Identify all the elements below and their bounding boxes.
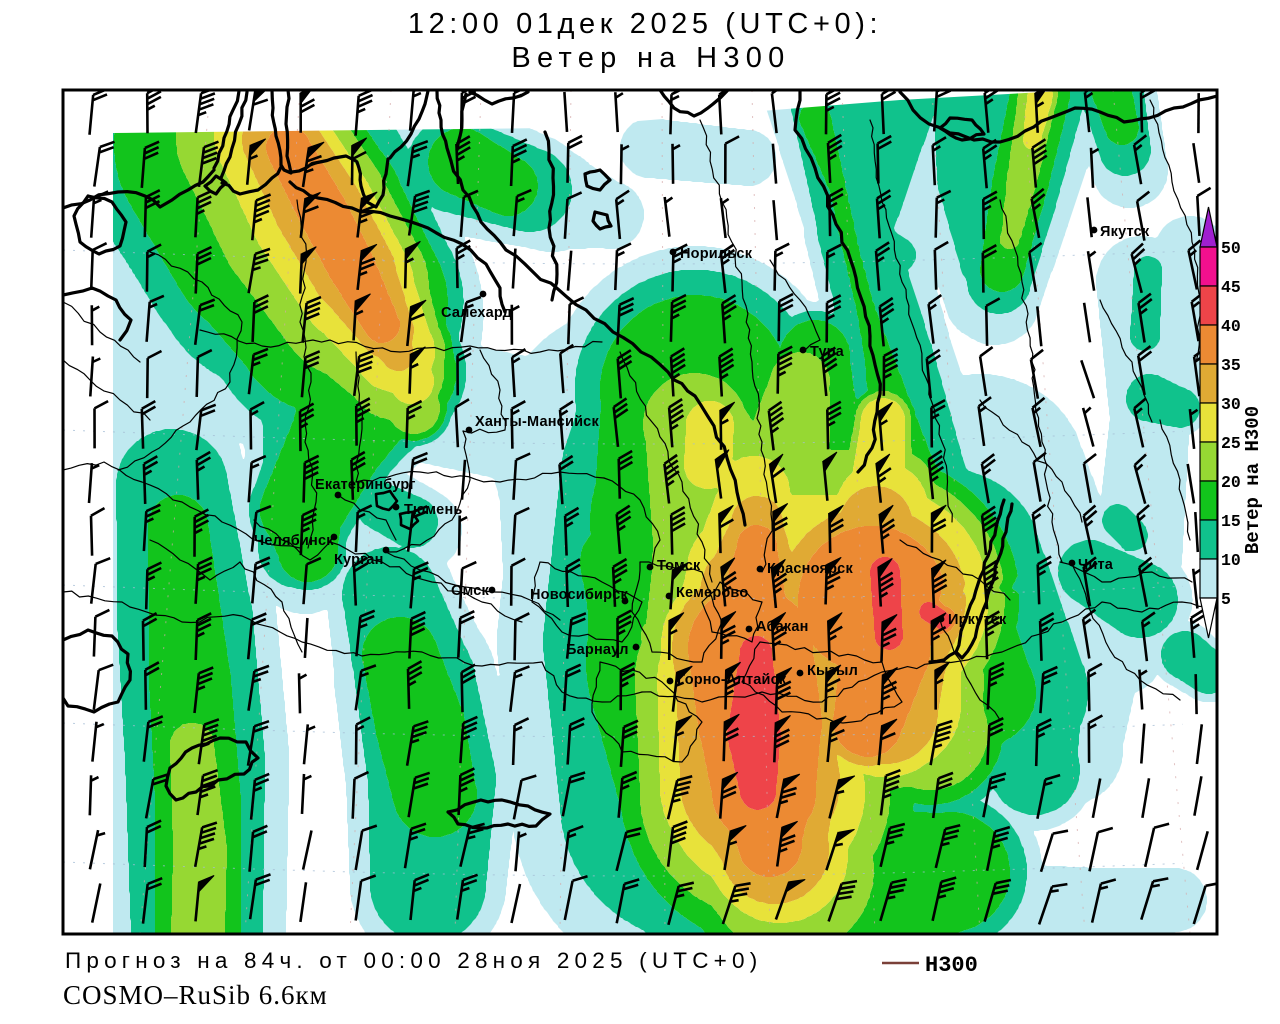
svg-text:35: 35 <box>1221 356 1241 375</box>
svg-text:Ветер на H300: Ветер на H300 <box>511 42 790 74</box>
svg-text:50: 50 <box>1221 239 1241 258</box>
svg-text:Кызыл: Кызыл <box>807 663 858 679</box>
svg-text:Ханты-Мансийск: Ханты-Мансийск <box>475 414 599 430</box>
svg-text:20: 20 <box>1221 473 1241 492</box>
svg-text:25: 25 <box>1221 434 1241 453</box>
svg-text:Норильск: Норильск <box>680 246 753 262</box>
svg-text:Якутск: Якутск <box>1100 224 1150 240</box>
svg-text:10: 10 <box>1221 551 1241 570</box>
svg-text:Чита: Чита <box>1078 557 1114 573</box>
svg-text:Красноярск: Красноярск <box>767 561 853 577</box>
svg-text:15: 15 <box>1221 512 1241 531</box>
svg-text:COSMO–RuSib 6.6км: COSMO–RuSib 6.6км <box>63 980 328 1010</box>
svg-text:Горно-Алтайск: Горно-Алтайск <box>677 672 787 688</box>
svg-text:Кемерово: Кемерово <box>676 585 748 601</box>
svg-text:30: 30 <box>1221 395 1241 414</box>
svg-text:Иркутск: Иркутск <box>948 612 1007 628</box>
svg-text:Абакан: Абакан <box>756 619 809 635</box>
svg-text:40: 40 <box>1221 317 1241 336</box>
svg-text:Тюмень: Тюмень <box>404 502 463 518</box>
svg-text:Тура: Тура <box>810 344 845 360</box>
svg-text:Томск: Томск <box>657 558 701 574</box>
svg-text:Курган: Курган <box>334 552 384 568</box>
svg-text:Барнаул: Барнаул <box>566 642 629 658</box>
svg-text:Ветер на H300: Ветер на H300 <box>1242 406 1264 554</box>
svg-text:Салехард: Салехард <box>441 305 512 321</box>
svg-text:12:00 01дек 2025 (UTC+0):: 12:00 01дек 2025 (UTC+0): <box>408 8 882 40</box>
svg-text:Челябинск: Челябинск <box>254 533 334 549</box>
svg-text:H300: H300 <box>925 953 978 978</box>
svg-text:Прогноз на 84ч. от 00:00 28ноя: Прогноз на 84ч. от 00:00 28ноя 2025 (UTC… <box>65 948 762 973</box>
svg-text:Омск: Омск <box>451 583 489 599</box>
svg-text:45: 45 <box>1221 278 1241 297</box>
svg-text:Екатеринбург: Екатеринбург <box>315 477 416 493</box>
svg-text:Новосибирск: Новосибирск <box>530 587 628 603</box>
svg-text:5: 5 <box>1221 590 1231 609</box>
